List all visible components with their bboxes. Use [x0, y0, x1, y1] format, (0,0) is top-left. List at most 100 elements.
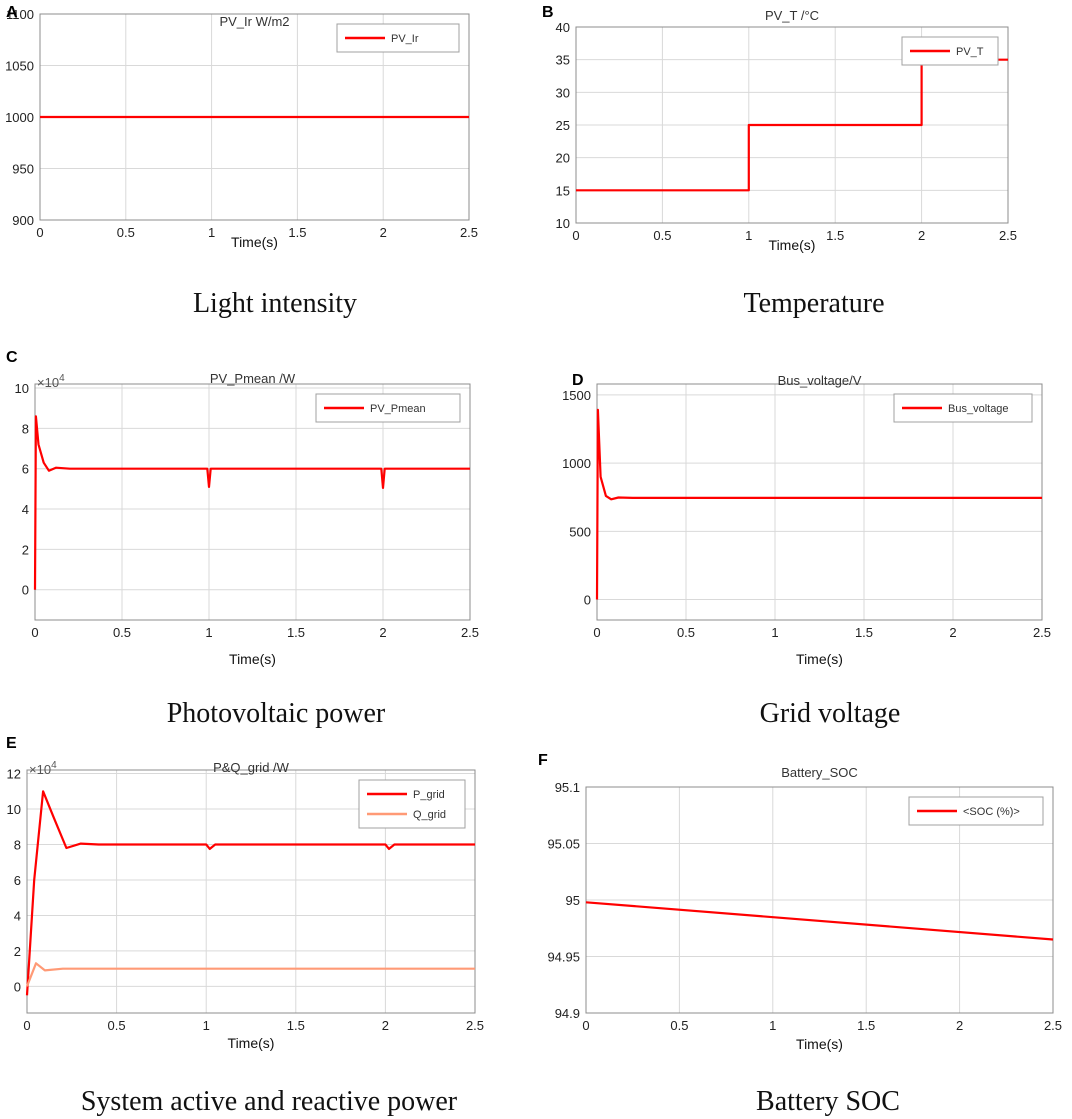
y-tick-label: 0 — [22, 583, 29, 598]
panel-letter: C — [6, 349, 18, 366]
x-tick-label: 0.5 — [677, 625, 695, 640]
x-tick-label: 0.5 — [670, 1018, 688, 1033]
y-exponent-label: ×104 — [29, 760, 57, 777]
y-tick-label: 40 — [556, 20, 570, 35]
x-tick-label: 2 — [379, 625, 386, 640]
x-axis-label: Time(s) — [228, 1035, 275, 1051]
legend: P_grid Q_grid — [358, 779, 466, 829]
panel-e: 0 0.5 1 1.5 2 2.5 0 2 4 6 8 10 12 P&Q_grid /W ×104 Time… — [6, 735, 484, 1117]
panel-letter: A — [6, 4, 18, 21]
plot-area — [35, 384, 470, 620]
x-tick-label: 0 — [582, 1018, 589, 1033]
y-tick-label: 6 — [14, 873, 21, 888]
x-tick-label: 0 — [593, 625, 600, 640]
y-tick-label: 25 — [556, 118, 570, 133]
x-tick-label: 2 — [382, 1018, 389, 1033]
panel-caption: Battery SOC — [756, 1086, 900, 1117]
y-exponent-label: ×104 — [37, 373, 65, 390]
panel-letter: D — [572, 372, 584, 389]
y-tick-label: 95.1 — [555, 780, 580, 795]
y-tick-label: 1000 — [562, 456, 591, 471]
x-tick-label: 2 — [949, 625, 956, 640]
x-tick-label: 2 — [918, 228, 925, 243]
panel-letter: E — [6, 735, 17, 752]
y-tick-label: 6 — [22, 462, 29, 477]
plot-area — [597, 384, 1042, 620]
x-tick-label: 0.5 — [108, 1018, 126, 1033]
x-tick-label: 1.5 — [288, 225, 306, 240]
panel-caption: System active and reactive power — [81, 1086, 458, 1117]
legend: <SOC (%)> — [908, 796, 1044, 826]
x-axis-label: Time(s) — [769, 237, 816, 253]
y-tick-label: 10 — [15, 381, 29, 396]
panel-b: 0 0.5 1 1.5 2 2.5 10 15 20 25 30 35 40 PV_T /°C Time(s… — [542, 4, 1017, 319]
x-tick-label: 0.5 — [117, 225, 135, 240]
series-line-p-grid — [25, 790, 475, 996]
x-tick-label: 1.5 — [826, 228, 844, 243]
axes-frame — [585, 786, 1054, 1014]
x-tick-label: 0.5 — [653, 228, 671, 243]
legend: Bus_voltage — [893, 393, 1033, 423]
x-tick-label: 1.5 — [287, 1018, 305, 1033]
y-tick-label: 0 — [14, 979, 21, 994]
y-tick-label: 4 — [22, 502, 29, 517]
legend-label: PV_Pmean — [370, 403, 426, 415]
y-tick-label: 94.95 — [547, 950, 580, 965]
panel-d: 0 0.5 1 1.5 2 2.5 0 500 1000 1500 Bus_voltage/V Tim… — [562, 372, 1051, 729]
y-tick-label: 1050 — [5, 59, 34, 74]
x-axis-label: Time(s) — [796, 651, 843, 667]
y-tick-label: 0 — [584, 593, 591, 608]
panel-caption: Temperature — [743, 288, 884, 319]
axes-frame — [26, 769, 476, 1014]
series-line-q-grid — [25, 962, 475, 987]
x-tick-label: 2.5 — [1033, 625, 1051, 640]
x-tick-label: 1.5 — [287, 625, 305, 640]
y-tick-label: 15 — [556, 183, 570, 198]
panel-caption: Photovoltaic power — [167, 698, 386, 729]
chart-title: Bus_voltage/V — [778, 373, 862, 388]
y-tick-label: 2 — [22, 542, 29, 557]
chart-title: PV_Ir W/m2 — [219, 14, 289, 29]
x-tick-label: 0.5 — [113, 625, 131, 640]
x-tick-label: 1 — [203, 1018, 210, 1033]
panel-a: 0 0.5 1 1.5 2 2.5 900 950 1000 1050 1100 PV_Ir W/m2… — [5, 4, 478, 319]
y-tick-label: 8 — [14, 837, 21, 852]
x-tick-label: 0 — [572, 228, 579, 243]
x-tick-label: 2.5 — [460, 225, 478, 240]
legend-label: P_grid — [413, 789, 445, 801]
y-tick-label: 95.05 — [547, 837, 580, 852]
y-tick-label: 4 — [14, 908, 21, 923]
x-tick-label: 2.5 — [999, 228, 1017, 243]
y-exponent-power: 4 — [51, 760, 57, 771]
x-tick-label: 2.5 — [1044, 1018, 1062, 1033]
chart-title: P&Q_grid /W — [213, 760, 290, 775]
chart-title: PV_Pmean /W — [210, 371, 296, 386]
panel-caption: Grid voltage — [760, 698, 901, 729]
legend-label: PV_Ir — [391, 33, 419, 45]
series-line--soc- — [585, 901, 1054, 941]
y-tick-label: 1000 — [5, 110, 34, 125]
y-tick-label: 8 — [22, 421, 29, 436]
y-tick-label: 1500 — [562, 388, 591, 403]
y-tick-label: 10 — [556, 216, 570, 231]
legend-label: Bus_voltage — [948, 403, 1009, 415]
panel-c: 0 0.5 1 1.5 2 2.5 0 2 4 6 8 10 PV_Pmean /W ×104 Time(s… — [6, 349, 479, 729]
x-tick-label: 2.5 — [466, 1018, 484, 1033]
x-tick-label: 1 — [771, 625, 778, 640]
x-tick-label: 1 — [769, 1018, 776, 1033]
y-tick-label: 900 — [12, 213, 34, 228]
legend-box — [358, 779, 466, 829]
axes-frame — [575, 26, 1009, 224]
x-tick-label: 1.5 — [857, 1018, 875, 1033]
legend-label: PV_T — [956, 46, 984, 58]
x-tick-label: 1 — [205, 625, 212, 640]
x-tick-label: 1 — [745, 228, 752, 243]
panel-letter: B — [542, 4, 554, 21]
series-line-bus-voltage — [595, 408, 1042, 600]
x-axis-label: Time(s) — [796, 1036, 843, 1052]
x-tick-label: 2 — [380, 225, 387, 240]
legend-label: <SOC (%)> — [963, 806, 1020, 818]
y-tick-label: 12 — [7, 767, 21, 782]
y-tick-label: 95 — [566, 893, 580, 908]
